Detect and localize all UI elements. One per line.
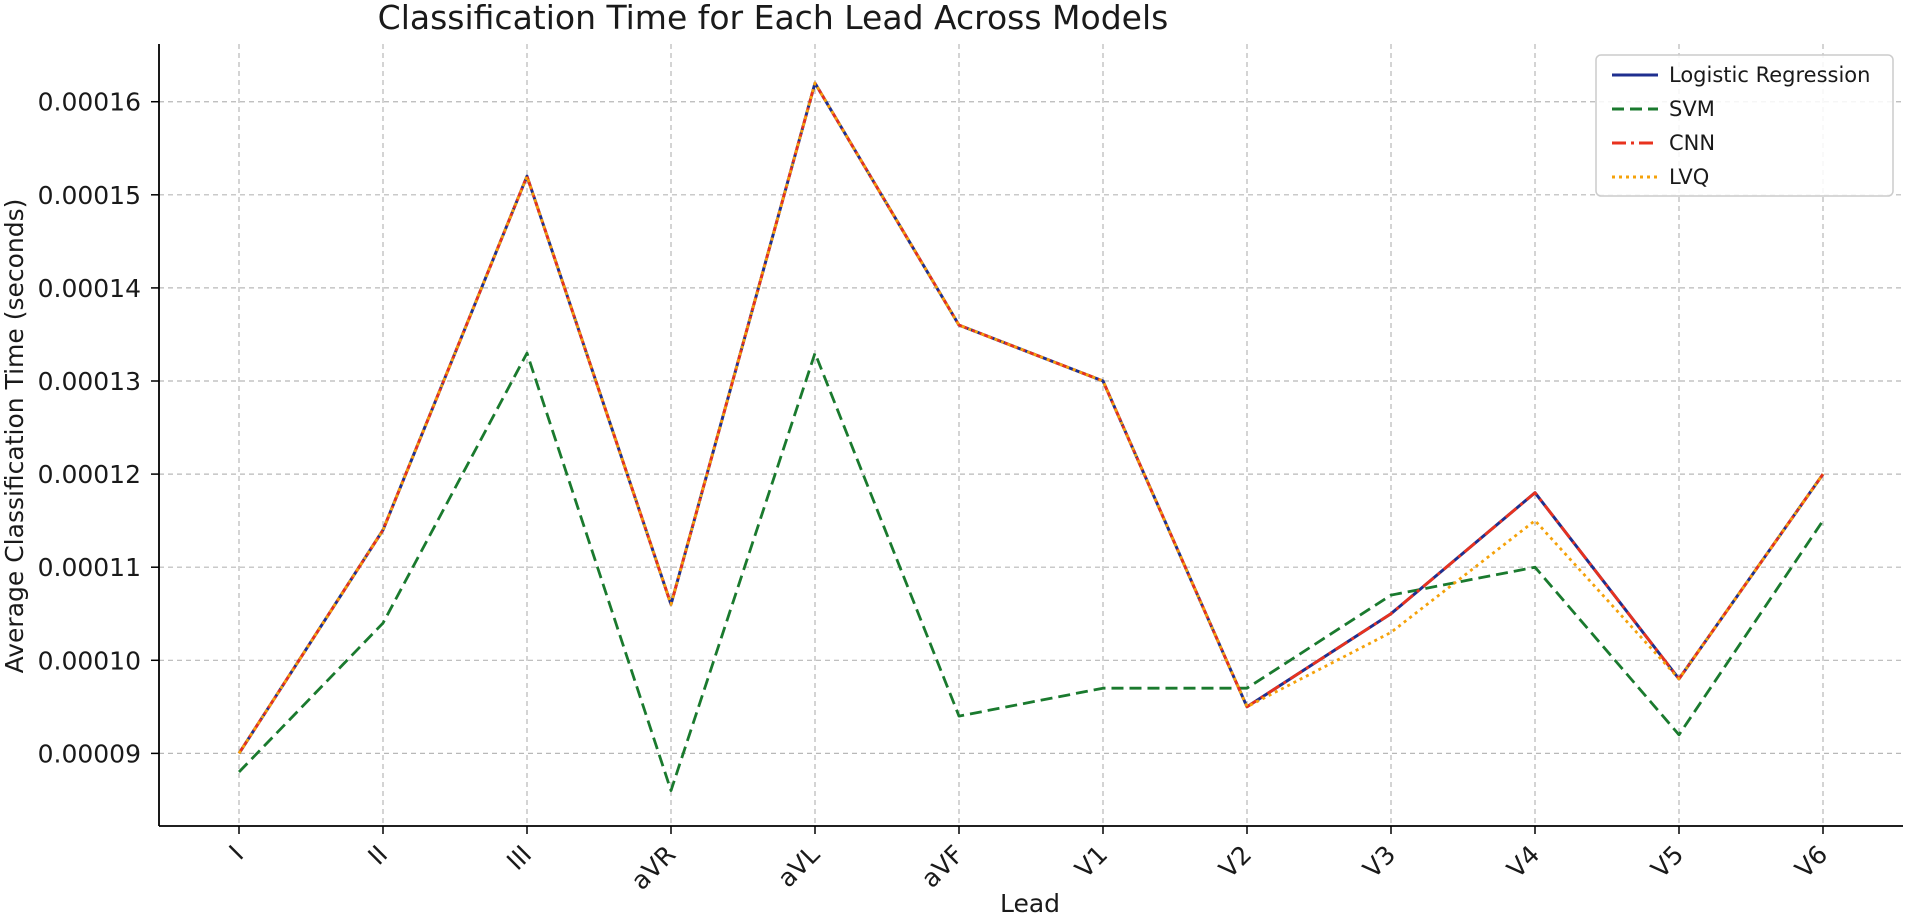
series-line-lvq — [237, 81, 1825, 755]
legend-label: LVQ — [1669, 165, 1709, 189]
x-tick-label: V3 — [1357, 840, 1401, 884]
y-tick-label: 0.00013 — [38, 367, 141, 396]
y-tick-label: 0.00014 — [38, 274, 141, 303]
x-tick-label: III — [501, 840, 537, 876]
series-line-logistic-regression — [237, 81, 1825, 755]
series-lines — [237, 81, 1825, 792]
y-tick-label: 0.00010 — [38, 646, 141, 675]
series-line-svm — [237, 351, 1825, 792]
x-tick-label: V4 — [1501, 840, 1545, 884]
x-tick-label: aVL — [772, 840, 825, 893]
series-line-cnn — [237, 81, 1825, 755]
x-tick-label: II — [362, 840, 393, 871]
y-ticks: 0.00009 0.00010 0.00011 0.00012 0.00013 0.000… — [38, 88, 159, 768]
legend-box — [1595, 54, 1894, 197]
x-tick-label: V1 — [1069, 840, 1113, 884]
legend-label: Logistic Regression — [1669, 63, 1870, 87]
x-tick-label: I — [224, 840, 250, 866]
x-tick-label: V2 — [1213, 840, 1257, 884]
x-tick-label: aVR — [626, 840, 682, 896]
legend-label: SVM — [1669, 97, 1715, 121]
y-axis-label: Average Classification Time (seconds) — [0, 199, 29, 674]
x-tick-label: aVF — [916, 840, 970, 894]
y-tick-label: 0.00016 — [38, 88, 141, 117]
chart-title: Classification Time for Each Lead Across… — [378, 0, 1169, 37]
axes — [158, 44, 1903, 827]
x-axis-label: Lead — [1000, 889, 1060, 918]
x-ticks: I II III aVR aVL aVF V1 V2 V3 V4 V5 V6 — [224, 826, 1833, 896]
legend: Logistic Regression SVM CNN LVQ — [1595, 54, 1894, 197]
x-tick-label: V5 — [1645, 840, 1689, 884]
y-tick-label: 0.00009 — [38, 739, 141, 768]
y-tick-label: 0.00011 — [38, 553, 141, 582]
y-tick-label: 0.00012 — [38, 460, 141, 489]
x-tick-label: V6 — [1789, 840, 1833, 884]
y-tick-label: 0.00015 — [38, 181, 141, 210]
legend-label: CNN — [1669, 131, 1715, 155]
